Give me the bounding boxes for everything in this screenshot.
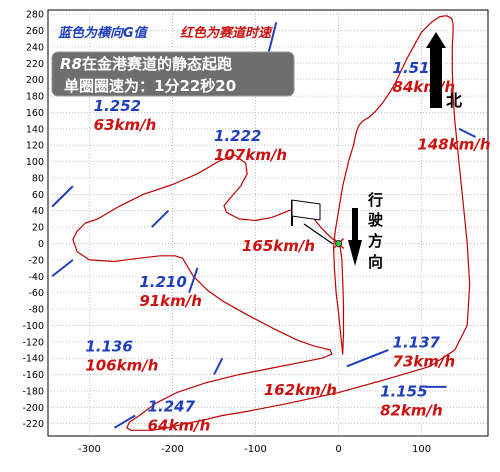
y-tick-label: 100 <box>26 157 44 168</box>
direction-char-1: 行 <box>367 191 383 209</box>
x-tick-label: 0 <box>335 444 341 455</box>
speed-label: 63km/h <box>94 116 157 134</box>
north-arrow-icon: 北 <box>426 32 462 110</box>
y-tick-label: -220 <box>22 419 44 430</box>
x-tick-label: -100 <box>244 444 267 455</box>
g-value-label: 1.136 <box>85 338 132 356</box>
g-value-label: 1.247 <box>148 397 196 415</box>
y-tick-label: 240 <box>26 42 44 53</box>
speed-label: 162km/h <box>264 381 337 399</box>
y-tick-label: 180 <box>26 92 44 103</box>
y-tick-label: -80 <box>28 305 44 316</box>
direction-char-3: 方 <box>368 232 383 250</box>
g-marker-line <box>51 259 74 278</box>
y-tick-label: 120 <box>26 141 44 152</box>
x-tick-label: 100 <box>412 444 431 455</box>
y-tick-label: 160 <box>26 108 44 119</box>
start-pointer-line <box>303 223 334 245</box>
g-marker-line <box>151 209 170 228</box>
y-tick-label: -160 <box>22 370 44 381</box>
speed-label: 73km/h <box>393 353 456 371</box>
direction-char-4: 向 <box>368 253 383 271</box>
speed-label: 91km/h <box>139 292 202 310</box>
y-tick-label: -60 <box>28 288 44 299</box>
y-tick-label: 140 <box>26 124 44 135</box>
legend-red: 红色为赛道时速 <box>180 25 274 41</box>
y-tick-label: 200 <box>26 75 44 86</box>
north-label: 北 <box>446 91 462 110</box>
y-tick-label: -120 <box>22 337 44 348</box>
g-value-label: 1.210 <box>139 273 186 291</box>
y-tick-label: 40 <box>32 206 44 217</box>
y-tick-label: -140 <box>22 354 44 365</box>
g-marker-line <box>188 267 199 293</box>
y-tick-label: 80 <box>32 173 44 184</box>
g-value-label: 1.155 <box>380 383 427 401</box>
g-value-label: 1.222 <box>214 127 261 145</box>
g-markers <box>51 22 476 429</box>
y-tick-label: -40 <box>28 272 44 283</box>
headline-line2: 单圈圈速为：1分22秒20 <box>64 77 236 95</box>
g-value-label: 1.518 <box>393 59 440 77</box>
start-speed-label: 165km/h <box>242 237 315 255</box>
headline-line1: R8在金港赛道的静态起跑 <box>60 55 232 73</box>
y-tick-label: 280 <box>26 10 44 21</box>
g-marker-line <box>51 185 74 208</box>
y-tick-label: -100 <box>22 321 44 332</box>
headline-rest: 在金港赛道的静态起跑 <box>82 55 232 73</box>
g-value-label: 1.137 <box>393 334 441 352</box>
g-value-label: 1.252 <box>94 97 141 115</box>
direction-arrow-icon: 行 驶 方 向 <box>348 191 383 271</box>
track-line <box>72 15 471 431</box>
direction-char-2: 驶 <box>368 211 383 229</box>
g-marker-line <box>346 349 389 368</box>
y-tick-label: 20 <box>32 223 44 234</box>
g-marker-line <box>113 414 136 429</box>
y-tick-label: 0 <box>38 239 44 250</box>
start-dot <box>335 240 342 247</box>
headline-box: R8在金港赛道的静态起跑 单圈圈速为：1分22秒20 <box>51 51 295 97</box>
axes: -300 -200 -100 0 100280260240220200180160140… <box>22 10 431 455</box>
y-tick-label: -180 <box>22 386 44 397</box>
speed-label: 82km/h <box>380 402 443 420</box>
checkered-flag-icon <box>291 199 321 226</box>
x-tick-label: -300 <box>78 444 101 455</box>
legend-blue: 蓝色为横向G值 <box>58 25 149 41</box>
speed-label: 64km/h <box>148 416 211 434</box>
start-point-marker <box>333 237 345 250</box>
g-marker-line <box>213 357 224 376</box>
speed-label: 106km/h <box>85 357 158 375</box>
g-marker-line <box>267 22 278 56</box>
speed-label: 107km/h <box>214 146 287 164</box>
y-tick-label: -20 <box>28 255 44 266</box>
y-tick-label: -200 <box>22 403 44 414</box>
headline-brand: R8 <box>60 55 82 73</box>
speed-label: 148km/h <box>417 135 490 153</box>
x-tick-label: -200 <box>161 444 184 455</box>
g-marker-line <box>458 127 476 138</box>
y-tick-label: 260 <box>26 26 44 37</box>
track-series <box>72 15 471 431</box>
y-tick-label: 60 <box>32 190 44 201</box>
y-tick-label: 220 <box>26 59 44 70</box>
